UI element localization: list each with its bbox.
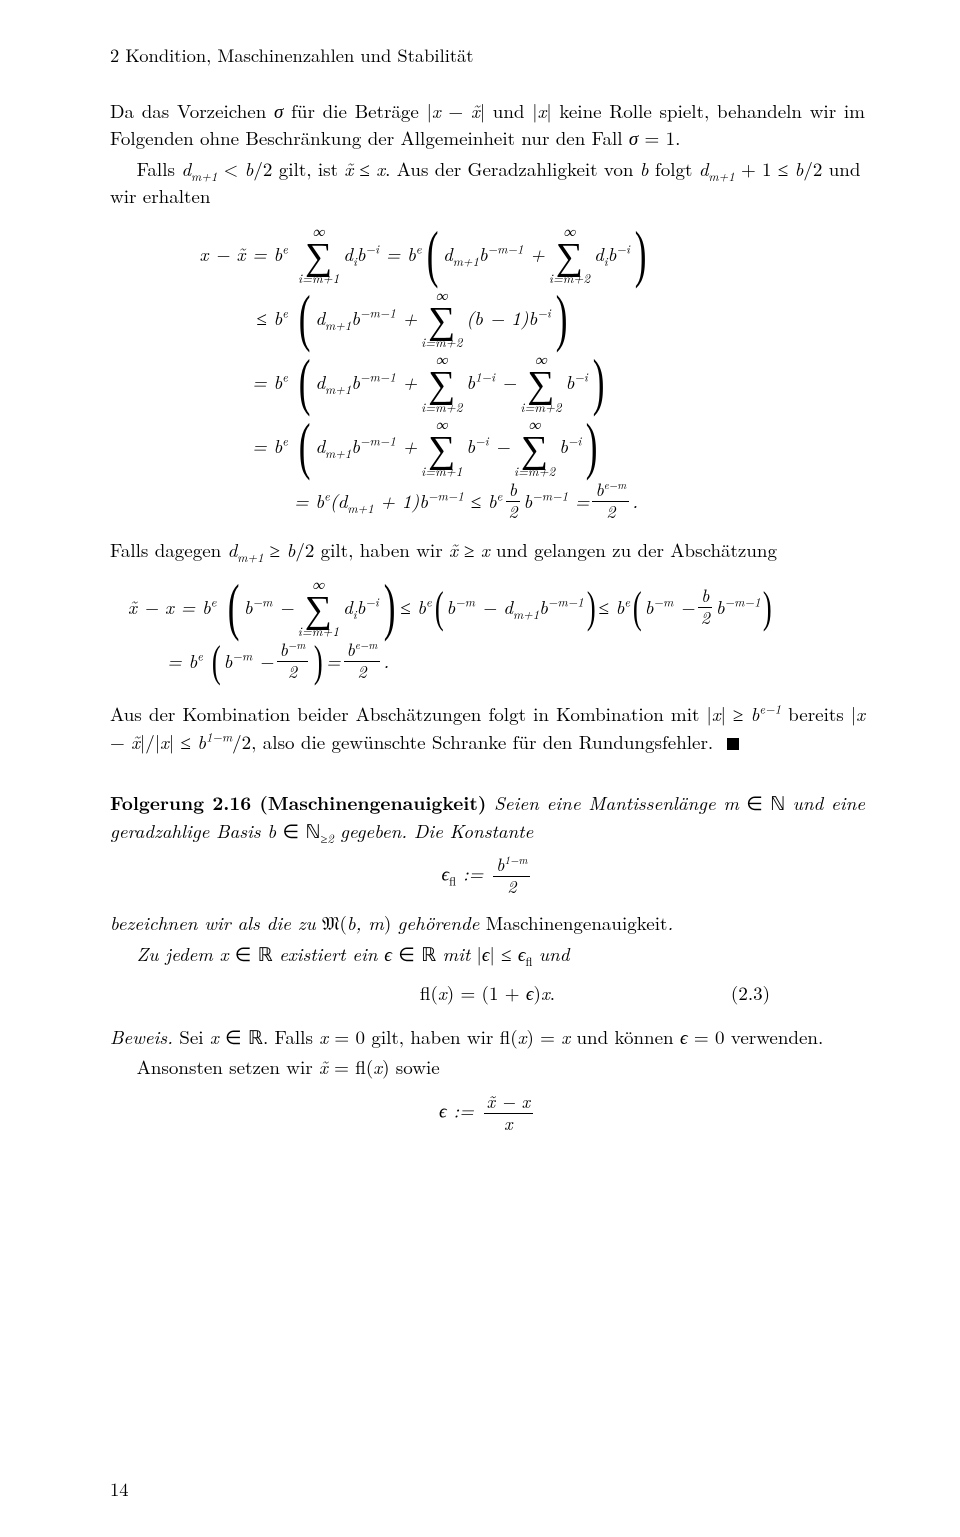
page: 2 Kondition, Maschinenzahlen und Stabili…	[0, 0, 960, 1537]
eps-fl-definition: ϵfl := b1−m2	[110, 856, 865, 897]
derivation-block-2: x̃ − x = be ( b−m − ∞∑i=m+1 dib−i ) ≤ be…	[128, 577, 865, 682]
intro-paragraph: Da das Vorzeichen σ für die Beträge |x −…	[110, 97, 865, 152]
page-number: 14	[110, 1476, 129, 1503]
running-head: 2 Kondition, Maschinenzahlen und Stabili…	[110, 42, 865, 69]
folgerung-head: Folgerung 2.16 (Maschinengenauigkeit)	[110, 788, 486, 816]
beweis-paragraph: Beweis. Sei x ∈ ℝ. Falls x = 0 gilt, hab…	[110, 1023, 865, 1051]
zu-jedem-paragraph: Zu jedem x ∈ ℝ existiert ein ϵ ∈ ℝ mit |…	[110, 940, 865, 968]
second-paragraph: Falls dm+1 < b/2 gilt, ist x̃ ≤ x. Aus d…	[110, 155, 865, 210]
folgerung-2-16: Folgerung 2.16 (Maschinengenauigkeit) Se…	[110, 789, 865, 844]
ansonsten-paragraph: Ansonsten setzen wir x̃ = fl(x) sowie	[110, 1053, 865, 1081]
derivation-block-1: x − x̃ = be ∞∑i=m+1 dib−i = be ( dm+1b−m…	[170, 224, 865, 522]
beweis-head: Beweis.	[110, 1023, 173, 1050]
equation-2-3: fl(x) = (1 + ϵ)x. (2.3)	[110, 979, 865, 1007]
mid-paragraph: Falls dagegen dm+1 ≥ b/2 gilt, haben wir…	[110, 536, 865, 564]
bezeichnen-paragraph: bezeichnen wir als die zu 𝔐(b, m) gehöre…	[110, 909, 865, 937]
eps-assignment: ϵ := x̃ − xx	[110, 1093, 865, 1134]
equation-label-2-3: (2.3)	[731, 979, 770, 1007]
qed-tombstone	[727, 738, 739, 750]
combination-paragraph: Aus der Kombination beider Abschätzungen…	[110, 700, 865, 755]
